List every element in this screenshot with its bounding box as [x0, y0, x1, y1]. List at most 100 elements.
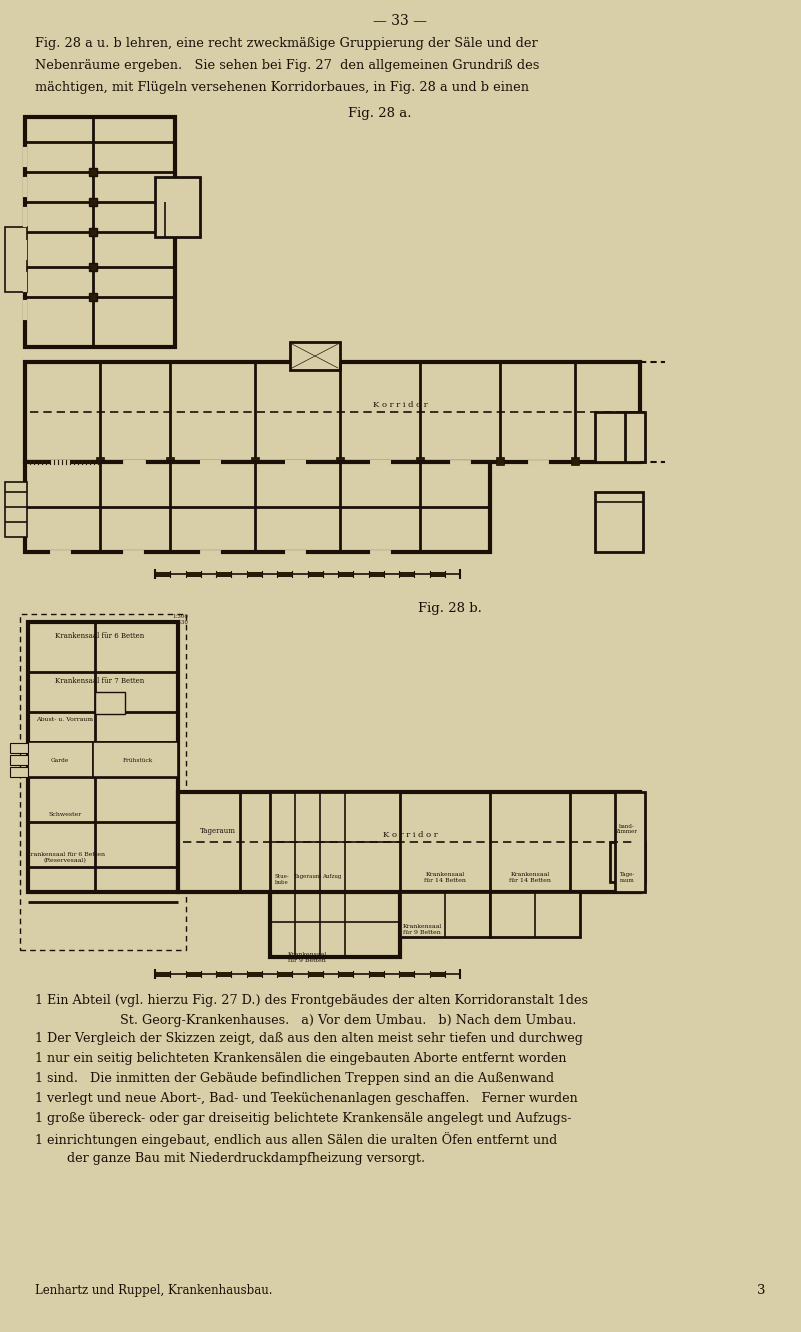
Bar	[247, 571, 262, 577]
Bar	[25, 362, 640, 462]
Bar	[266, 791, 274, 801]
Bar	[28, 622, 178, 892]
Bar	[496, 457, 504, 465]
Bar	[93, 742, 178, 777]
Bar	[308, 571, 323, 577]
Bar	[396, 791, 404, 801]
Bar	[416, 457, 424, 465]
Bar	[429, 971, 445, 976]
Text: Tageraum: Tageraum	[293, 874, 321, 879]
Text: der ganze Bau mit Niederdruckdampfheizung versorgt.: der ganze Bau mit Niederdruckdampfheizun…	[35, 1152, 425, 1166]
Bar	[89, 228, 97, 236]
Bar	[89, 198, 97, 206]
Text: Fig. 28 a.: Fig. 28 a.	[348, 107, 412, 120]
Bar	[308, 971, 323, 976]
Text: 1 einrichtungen eingebaut, endlich aus allen Sälen die uralten Öfen entfernt und: 1 einrichtungen eingebaut, endlich aus a…	[35, 1132, 557, 1147]
Text: Stue-
bube: Stue- bube	[275, 874, 289, 884]
Text: Fig. 28 b.: Fig. 28 b.	[418, 602, 482, 615]
Text: K o r r i d o r: K o r r i d o r	[372, 401, 428, 409]
Bar	[20, 614, 186, 950]
Text: Aufzug: Aufzug	[322, 874, 342, 879]
Bar	[429, 571, 445, 577]
Bar	[336, 892, 360, 902]
Text: Krankensaal
für 14 Betten: Krankensaal für 14 Betten	[509, 872, 551, 883]
Bar	[216, 971, 231, 976]
Text: Lenhartz und Ruppel, Krankenhausbau.: Lenhartz und Ruppel, Krankenhausbau.	[35, 1284, 272, 1297]
Bar	[266, 883, 274, 892]
Bar	[595, 412, 643, 462]
Text: Krankensaal für 7 Betten: Krankensaal für 7 Betten	[55, 677, 145, 685]
Bar	[571, 457, 579, 465]
Text: Krankensaal
für 14 Betten: Krankensaal für 14 Betten	[424, 872, 466, 883]
Bar	[178, 793, 640, 892]
Bar	[277, 571, 292, 577]
Bar	[247, 971, 262, 976]
Text: mächtigen, mit Flügeln versehenen Korridorbaues, in Fig. 28 a und b einen: mächtigen, mit Flügeln versehenen Korrid…	[35, 81, 529, 95]
Text: Fig. 28 a u. b lehren, eine recht zweckmäßige Gruppierung der Säle und der: Fig. 28 a u. b lehren, eine recht zweckm…	[35, 37, 537, 51]
Bar	[336, 457, 344, 465]
Bar	[96, 693, 124, 713]
Bar	[25, 462, 490, 551]
Text: Frühstück: Frühstück	[123, 758, 153, 762]
Bar	[270, 892, 400, 956]
Text: 1 große übereck- oder gar dreiseitig belichtete Krankensäle angelegt und Aufzugs: 1 große übereck- oder gar dreiseitig bel…	[35, 1112, 571, 1126]
Bar	[186, 971, 201, 976]
Text: Krankensaal für 6 Betten
(Reservesaal): Krankensaal für 6 Betten (Reservesaal)	[26, 852, 104, 863]
Bar	[399, 571, 414, 577]
Bar	[490, 892, 580, 936]
Text: Nebenräume ergeben.   Sie sehen bei Fig. 27  den allgemeinen Grundriß des: Nebenräume ergeben. Sie sehen bei Fig. 2…	[35, 59, 539, 72]
Bar	[10, 767, 28, 777]
Text: Garde: Garde	[51, 758, 69, 762]
Bar	[292, 344, 338, 368]
Bar	[625, 412, 645, 462]
Bar	[10, 755, 28, 765]
Bar	[271, 892, 295, 902]
Bar	[368, 571, 384, 577]
Text: 1 Der Vergleich der Skizzen zeigt, daß aus den alten meist sehr tiefen und durch: 1 Der Vergleich der Skizzen zeigt, daß a…	[35, 1032, 583, 1046]
Bar	[155, 971, 171, 976]
Text: Abust- u. Vorraum: Abust- u. Vorraum	[37, 717, 94, 722]
Text: 1 Ein Abteil (vgl. hierzu Fig. 27 D.) des Frontgebäudes der alten Korridoranstal: 1 Ein Abteil (vgl. hierzu Fig. 27 D.) de…	[35, 994, 588, 1007]
Bar	[186, 571, 201, 577]
Text: — 33 —: — 33 —	[373, 15, 427, 28]
Text: Krankensaal für 6 Betten: Krankensaal für 6 Betten	[55, 631, 145, 639]
Text: 3: 3	[758, 1284, 766, 1297]
Bar	[400, 892, 490, 936]
Bar	[5, 482, 27, 537]
Text: K o r r i d o r: K o r r i d o r	[383, 831, 437, 839]
Text: Tage-
raum: Tage- raum	[619, 872, 634, 883]
Bar	[5, 226, 27, 292]
Bar	[595, 492, 643, 551]
Bar	[89, 168, 97, 176]
Bar	[336, 793, 360, 802]
Bar	[396, 883, 404, 892]
Bar	[251, 457, 259, 465]
Bar	[338, 971, 353, 976]
Bar	[271, 793, 295, 802]
Bar	[368, 971, 384, 976]
Bar	[615, 793, 645, 892]
Text: 1:300
1:330: 1:300 1:330	[172, 614, 188, 625]
Bar	[95, 693, 125, 714]
Text: Schwester: Schwester	[48, 813, 82, 817]
Bar	[338, 571, 353, 577]
Bar	[277, 971, 292, 976]
Bar	[10, 743, 28, 753]
Text: 1 nur ein seitig belichteten Krankensälen die eingebauten Aborte entfernt worden: 1 nur ein seitig belichteten Krankensäle…	[35, 1052, 566, 1066]
Bar	[28, 742, 93, 777]
Bar	[155, 571, 171, 577]
Bar	[96, 457, 104, 465]
Bar	[25, 117, 175, 348]
Text: band-
Zimmer: band- Zimmer	[616, 823, 638, 834]
Bar	[290, 342, 340, 370]
Bar	[166, 457, 174, 465]
Bar	[155, 177, 200, 237]
Text: Krankensaal
für 9 Betten: Krankensaal für 9 Betten	[288, 952, 327, 963]
Text: 1 sind.   Die inmitten der Gebäude befindlichen Treppen sind an die Außenwand: 1 sind. Die inmitten der Gebäude befindl…	[35, 1072, 554, 1086]
Bar	[270, 793, 400, 892]
Bar	[89, 293, 97, 301]
Bar	[399, 971, 414, 976]
Text: Krankensaal
für 9 Betten: Krankensaal für 9 Betten	[402, 924, 441, 935]
Text: St. Georg-Krankenhauses.   a) Vor dem Umbau.   b) Nach dem Umbau.: St. Georg-Krankenhauses. a) Vor dem Umba…	[120, 1014, 577, 1027]
Text: 1 verlegt und neue Abort-, Bad- und Teeküchenanlagen geschaffen.   Ferner wurden: 1 verlegt und neue Abort-, Bad- und Teek…	[35, 1092, 578, 1106]
